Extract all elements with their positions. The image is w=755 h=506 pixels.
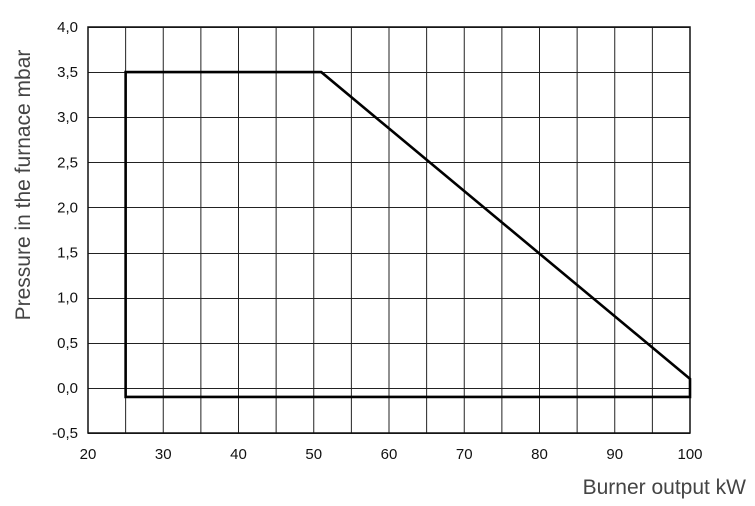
x-tick-label: 40: [230, 446, 247, 463]
x-tick-label: 30: [155, 446, 172, 463]
y-tick-label: 4,0: [57, 19, 78, 36]
x-axis-title: Burner output kW: [583, 476, 747, 499]
x-tick-label: 70: [456, 446, 473, 463]
x-tick-labels: 20 30 40 50 60 70 80 90 100: [80, 446, 703, 463]
x-tick-label: 90: [606, 446, 623, 463]
x-tick-label: 20: [80, 446, 97, 463]
x-tick-label: 50: [305, 446, 322, 463]
x-tick-label: 100: [677, 446, 702, 463]
y-tick-labels: -0,5 0,0 0,5 1,0 1,5 2,0 2,5 3,0 3,5 4,0: [52, 19, 78, 442]
y-tick-label: 3,5: [57, 64, 78, 81]
grid: [87, 26, 691, 434]
y-axis-title: Pressure in the furnace mbar: [12, 50, 35, 321]
x-tick-label: 80: [531, 446, 548, 463]
y-tick-label: -0,5: [52, 425, 78, 442]
y-tick-label: 3,0: [57, 109, 78, 126]
y-tick-label: 0,5: [57, 335, 78, 352]
y-tick-label: 0,0: [57, 380, 78, 397]
working-field-outline: [124, 70, 692, 399]
y-tick-label: 2,5: [57, 154, 78, 171]
plot-frame: [87, 26, 691, 434]
y-tick-label: 2,0: [57, 199, 78, 216]
y-tick-label: 1,5: [57, 245, 78, 262]
x-tick-label: 60: [381, 446, 398, 463]
series-layer: [124, 70, 692, 399]
y-tick-label: 1,0: [57, 290, 78, 307]
